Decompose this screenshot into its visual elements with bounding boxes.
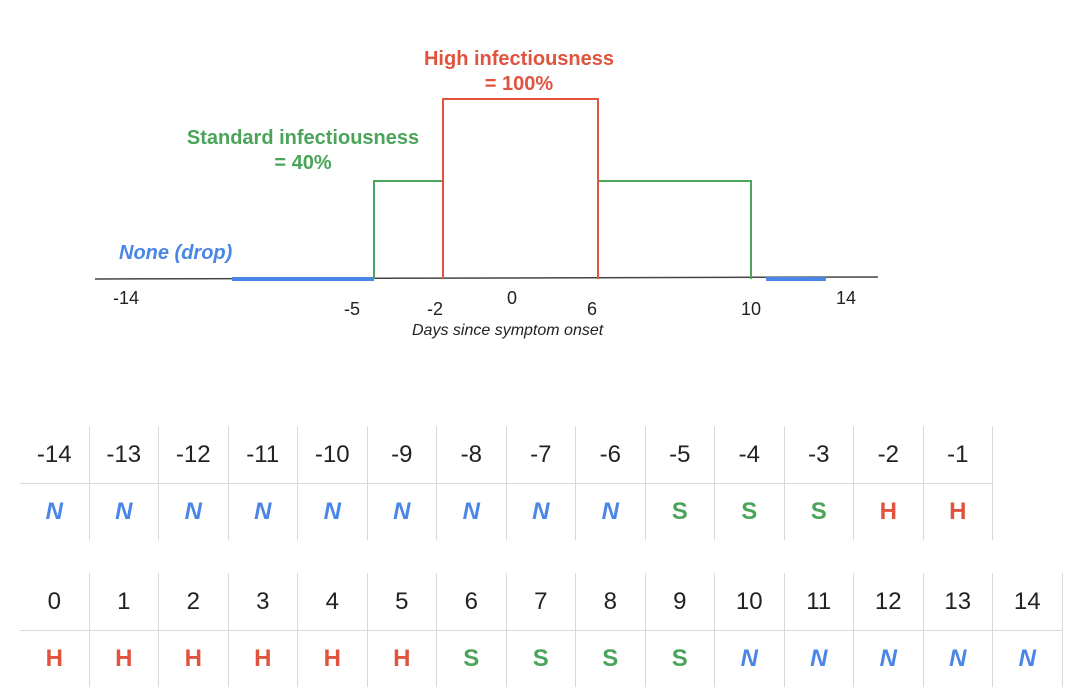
code-cell: N (297, 483, 368, 540)
tick-label: 10 (741, 299, 762, 319)
day-row: -14 -13 -12 -11 -10 -9 -8 -7 -6 -5 -4 -3… (20, 426, 993, 484)
code-cell: N (853, 630, 924, 687)
code-cell: S (644, 630, 715, 687)
code-cell: N (366, 483, 437, 540)
day-cell: 4 (297, 573, 368, 631)
day-cell: 1 (88, 573, 159, 631)
code-cell: H (227, 630, 298, 687)
code-cell: N (88, 483, 159, 540)
code-cell: N (505, 483, 576, 540)
day-cell: 11 (783, 573, 854, 631)
day-cell: 5 (366, 573, 437, 631)
day-cell: -3 (783, 426, 854, 484)
code-cell: H (88, 630, 159, 687)
day-cell: 9 (644, 573, 715, 631)
code-cell: H (158, 630, 229, 687)
day-cell: -8 (436, 426, 507, 484)
day-cell: -4 (714, 426, 785, 484)
code-cell: H (297, 630, 368, 687)
tick-label: -5 (344, 299, 361, 319)
none-drop-label: None (drop) (119, 242, 233, 264)
day-cell: 8 (575, 573, 646, 631)
day-cell: 12 (853, 573, 924, 631)
code-cell: S (575, 630, 646, 687)
code-cell: H (922, 483, 993, 540)
code-cell: N (992, 630, 1063, 687)
code-cell: N (436, 483, 507, 540)
code-cell: N (20, 483, 90, 540)
day-cell: -13 (88, 426, 159, 484)
code-cell: N (227, 483, 298, 540)
code-row: N N N N N N N N N S S S H H (20, 483, 993, 540)
code-cell: H (20, 630, 90, 687)
day-cell: -12 (158, 426, 229, 484)
tick-label: -14 (113, 288, 140, 308)
tick-label: 0 (507, 288, 518, 308)
x-axis-label: Days since symptom onset (412, 322, 604, 339)
high-label-line1: High infectiousness (423, 48, 615, 70)
day-cell: -10 (297, 426, 368, 484)
code-cell: N (158, 483, 229, 540)
tick-label: -2 (427, 299, 444, 319)
code-cell: H (366, 630, 437, 687)
day-cell: 6 (436, 573, 507, 631)
code-cell: H (853, 483, 924, 540)
code-cell: S (714, 483, 785, 540)
code-cell: S (505, 630, 576, 687)
day-cell: 13 (922, 573, 993, 631)
code-cell: N (922, 630, 993, 687)
standard-step-left (373, 180, 443, 279)
tick-label: 6 (587, 299, 598, 319)
infectiousness-step-diagram (94, 98, 879, 281)
day-cell: -9 (366, 426, 437, 484)
code-row: H H H H H H S S S S N N N N N (20, 630, 1063, 687)
standard-step-right (598, 180, 752, 279)
standard-label-line2: = 40% (274, 152, 332, 174)
day-cell: -2 (853, 426, 924, 484)
high-label-line2: = 100% (484, 73, 554, 95)
high-infectiousness-label: High infectiousness = 100% (410, 47, 628, 97)
high-step (442, 98, 599, 279)
day-cell: -11 (227, 426, 298, 484)
standard-label-line1: Standard infectiousness (186, 127, 420, 149)
standard-infectiousness-label: Standard infectiousness = 40% (172, 126, 434, 176)
day-cell: -14 (20, 426, 90, 484)
day-cell: -6 (575, 426, 646, 484)
code-cell: S (436, 630, 507, 687)
code-cell: S (644, 483, 715, 540)
day-cell: 3 (227, 573, 298, 631)
days-table-positive: 0 1 2 3 4 5 6 7 8 9 10 11 12 13 14 H H H… (20, 573, 1063, 687)
day-cell: 14 (992, 573, 1063, 631)
days-table-negative: -14 -13 -12 -11 -10 -9 -8 -7 -6 -5 -4 -3… (20, 426, 993, 540)
code-cell: S (783, 483, 854, 540)
day-cell: 0 (20, 573, 90, 631)
day-cell: -5 (644, 426, 715, 484)
code-cell: N (575, 483, 646, 540)
day-cell: -1 (922, 426, 993, 484)
day-cell: 7 (505, 573, 576, 631)
code-cell: N (783, 630, 854, 687)
day-cell: 2 (158, 573, 229, 631)
x-axis (94, 276, 879, 280)
day-cell: 10 (714, 573, 785, 631)
day-row: 0 1 2 3 4 5 6 7 8 9 10 11 12 13 14 (20, 573, 1063, 631)
tick-label: 14 (836, 288, 857, 308)
code-cell: N (714, 630, 785, 687)
day-cell: -7 (505, 426, 576, 484)
